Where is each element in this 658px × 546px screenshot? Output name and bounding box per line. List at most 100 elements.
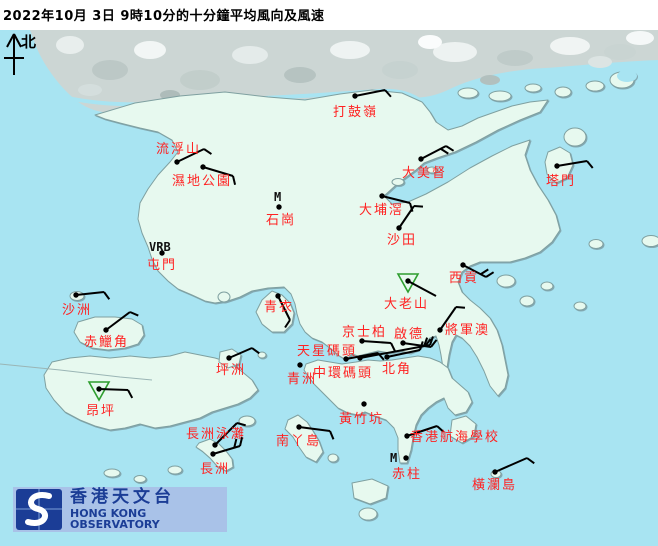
wind-barb-tick	[127, 389, 134, 399]
station-label: 沙田	[387, 233, 417, 248]
wind-barb-shaft	[494, 457, 528, 473]
station-label: 青洲	[287, 372, 317, 387]
wind-barb-shaft	[406, 425, 438, 437]
hko-logo[interactable]: 香港天文台 HONG KONG OBSERVATORY	[13, 487, 227, 532]
wind-barb-shaft	[345, 352, 379, 360]
station-dot	[403, 455, 409, 461]
station-green-island[interactable]: 青洲	[287, 362, 317, 387]
station-waglan-island[interactable]: 橫瀾島	[472, 457, 535, 493]
station-flag-marker: VRB	[149, 240, 171, 254]
station-tseung-kwan-o[interactable]: 將軍澳	[437, 306, 490, 338]
wind-barb-tick	[236, 422, 246, 427]
station-dot	[404, 433, 410, 439]
station-dot	[400, 340, 406, 346]
wind-barb-shaft	[228, 347, 253, 359]
station-label: 京士柏	[342, 325, 387, 340]
wind-barb-shaft	[386, 349, 421, 358]
station-lamma-island[interactable]: 南丫島	[276, 424, 335, 449]
station-label: 屯門	[147, 258, 177, 273]
station-ta-kwu-ling[interactable]: 打鼓嶺	[333, 89, 392, 120]
wind-barb-tick	[251, 347, 260, 355]
station-wong-chuk-hang[interactable]: 黃竹坑	[339, 401, 384, 427]
station-dot	[384, 354, 390, 360]
station-tates-cairn[interactable]: 大老山	[384, 273, 437, 312]
station-label: 石崗	[266, 213, 296, 228]
wind-barb-shaft	[214, 422, 238, 446]
station-label: 橫瀾島	[472, 478, 517, 493]
station-label: 大老山	[384, 297, 429, 312]
wind-barb-shaft	[212, 445, 241, 455]
station-dot	[343, 356, 349, 362]
wind-barb-tick	[390, 342, 396, 352]
station-dot	[296, 424, 302, 430]
hong-kong-island	[303, 355, 473, 464]
north-label: 北	[21, 33, 37, 51]
station-label: 坪洲	[216, 363, 246, 378]
station-stanley[interactable]: M 赤柱	[390, 451, 422, 482]
wind-barb-tick	[423, 337, 429, 347]
sea-route-line	[0, 363, 153, 381]
station-dot	[73, 292, 79, 298]
station-triangle-icon	[87, 381, 111, 402]
station-star-ferry-pier[interactable]: 天星碼頭	[297, 344, 385, 362]
station-cheung-chau[interactable]: 長洲	[200, 437, 244, 477]
landmasses	[43, 70, 658, 521]
station-tap-mun[interactable]: 塔門	[546, 160, 594, 189]
station-label: 青衣	[264, 299, 294, 315]
hko-logo-english: HONG KONG OBSERVATORY	[70, 507, 160, 531]
station-dot	[174, 159, 180, 165]
station-label: 打鼓嶺	[333, 105, 378, 120]
station-dot	[405, 278, 411, 284]
north-arrow-icon	[4, 33, 24, 75]
station-shek-kong[interactable]: M 石崗	[266, 190, 296, 228]
wind-barb-tick	[440, 147, 449, 155]
station-tai-po-kau[interactable]: 大埔滘	[359, 193, 414, 218]
station-dot	[275, 293, 281, 299]
wind-barb-shaft	[556, 160, 588, 167]
station-tai-mei-tuk[interactable]: 大美督	[402, 145, 455, 181]
wind-barb-shaft	[298, 426, 331, 432]
wind-barb-shaft	[75, 291, 105, 296]
wind-barb-tick	[429, 336, 434, 346]
wind-barb-shaft	[277, 295, 291, 321]
station-peng-chau[interactable]: 坪洲	[216, 347, 260, 378]
station-dot	[396, 225, 402, 231]
wind-barb-tick	[526, 457, 535, 465]
station-central-pier[interactable]: 中環碼頭	[313, 336, 434, 381]
hko-logo-chinese: 香港天文台	[70, 487, 175, 507]
station-kings-park[interactable]: 京士柏	[342, 325, 396, 352]
station-sea-school[interactable]: 香港航海學校	[404, 425, 500, 445]
hko-logo-mark	[16, 489, 62, 530]
station-wetland-park[interactable]: 濕地公園	[172, 164, 237, 189]
hko-swirl-icon	[25, 492, 52, 526]
new-territories-landmass	[94, 89, 561, 397]
station-dot	[492, 469, 498, 475]
station-tuen-mun[interactable]: VRB 屯門	[147, 240, 177, 273]
wind-barb-tick	[430, 339, 438, 348]
station-north-point[interactable]: 北角	[382, 341, 424, 377]
station-tsing-yi[interactable]: 青衣	[264, 293, 294, 329]
station-chek-lap-kok[interactable]: 赤鱲角	[84, 311, 139, 350]
wind-barb-tick	[455, 306, 466, 309]
wind-barb-tick	[103, 291, 111, 300]
station-sai-kung[interactable]: 西貢	[449, 262, 495, 286]
station-label: 天星碼頭	[297, 344, 357, 359]
wind-barb-tick	[384, 89, 392, 98]
station-lau-fau-shan[interactable]: 流浮山	[156, 142, 212, 165]
station-flag-marker: M	[274, 190, 281, 204]
station-cheung-chau-beach[interactable]: 長洲泳灘	[186, 422, 246, 448]
station-label: 大埔滘	[359, 203, 404, 218]
station-ngong-ping[interactable]: 昂坪	[86, 381, 134, 419]
wind-barb-shaft	[359, 344, 431, 359]
wind-barb-tick	[232, 175, 237, 185]
station-sha-chau[interactable]: 沙洲	[62, 291, 111, 318]
station-dot	[159, 250, 165, 256]
station-dot	[418, 156, 424, 162]
outlying-islands	[69, 70, 658, 521]
station-label: 赤鱲角	[84, 335, 129, 350]
station-label: 長洲	[200, 462, 230, 477]
station-dot	[379, 193, 385, 199]
